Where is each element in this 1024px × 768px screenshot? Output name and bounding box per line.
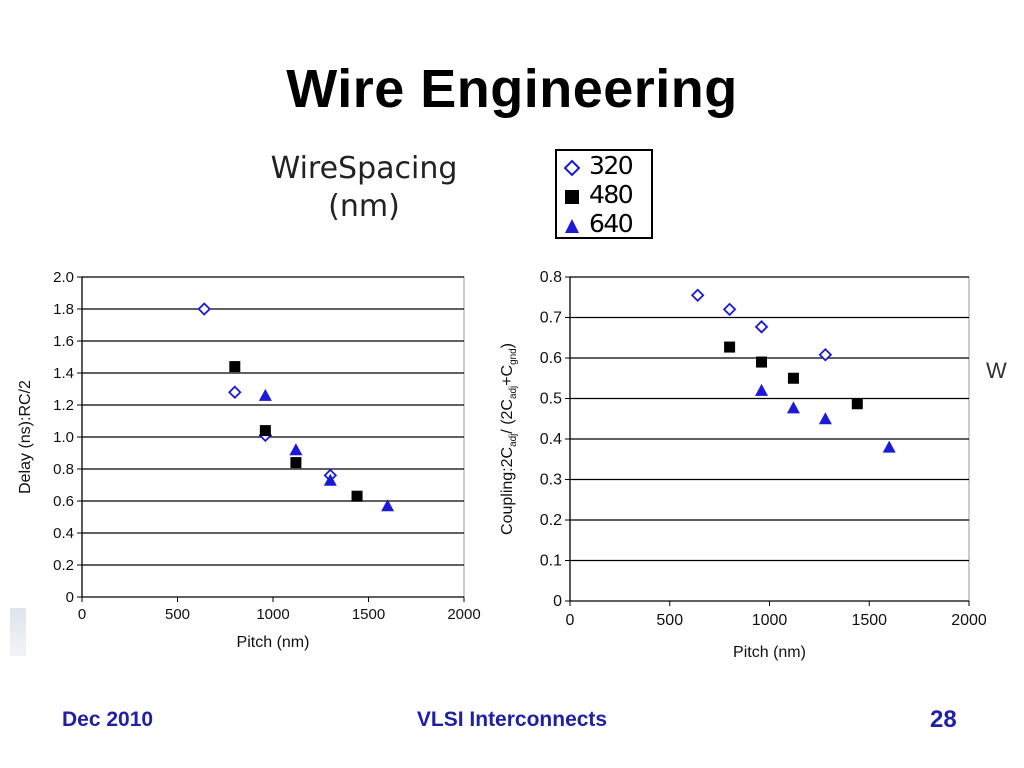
square-marker-icon [565,190,579,204]
data-point-square [756,356,768,368]
data-point-diamond [197,302,212,316]
legend-label-480: 480 [589,180,634,209]
footer-date: Dec 2010 [62,708,154,731]
legend-item-320: 320 [563,151,653,181]
x-tick-label: 2000 [951,612,987,629]
y-tick-label: 0.1 [540,553,562,570]
data-point-diamond [818,347,833,362]
data-point-diamond [228,385,242,399]
data-point-triangle [258,388,272,401]
y-tick-label: 0.6 [53,493,74,510]
data-point-triangle [289,443,303,456]
y-tick-label: 1.8 [53,301,74,318]
legend-item-640: 640 [563,209,653,239]
data-point-diamond [754,320,769,334]
footer-page-number: 28 [930,706,957,733]
data-point-square [351,490,363,502]
data-point-square [724,341,736,353]
x-tick-label: 1000 [256,606,289,623]
y-tick-label: 0.5 [540,391,562,408]
x-tick-label: 1000 [752,612,788,629]
x-tick-label: 500 [165,606,190,623]
y-tick-label: 0.8 [540,269,562,286]
data-point-triangle [786,401,800,414]
y-tick-label: 0 [553,593,562,610]
data-point-square [851,398,863,410]
y-tick-label: 0.3 [540,472,562,489]
data-point-triangle [323,473,337,486]
x-tick-label: 500 [656,612,683,629]
y-tick-label: 0.4 [540,431,562,448]
data-point-square [259,425,271,437]
y-tick-label: 0.2 [540,512,562,529]
y-tick-label: 1.4 [53,365,74,382]
y-axis-label: Coupling:2Cadj/ (2Cadj+Cgnd) [499,343,519,535]
slide-title: Wire Engineering [286,59,738,119]
legend-title-line2: (nm) [328,189,400,224]
data-point-square [290,457,302,469]
x-tick-label: 1500 [352,606,385,623]
y-tick-label: 1.0 [53,429,74,446]
data-point-triangle [755,383,769,396]
y-tick-label: 0 [66,589,74,606]
y-tick-label: 0.4 [53,525,74,542]
y-tick-label: 0.2 [53,557,74,574]
y-tick-label: 0.8 [53,461,74,478]
data-point-diamond [722,302,737,317]
triangle-marker-icon [565,219,579,233]
legend-title: WireSpacing (nm) [248,150,480,226]
edge-text: W [986,358,1007,383]
legend-label-640: 640 [589,209,634,238]
data-point-square [229,361,241,373]
x-axis-label: Pitch (nm) [733,644,806,661]
y-tick-label: 2.0 [53,269,74,286]
legend-title-line1: WireSpacing [270,151,458,186]
data-point-triangle [882,440,896,453]
side-decoration [10,608,26,656]
legend-item-480: 480 [563,180,653,210]
y-tick-label: 0.6 [540,350,562,367]
x-tick-label: 0 [566,612,575,629]
data-point-square [787,372,799,384]
y-tick-label: 0.7 [540,310,562,327]
x-axis-label: Pitch (nm) [237,634,310,651]
y-tick-label: 1.2 [53,397,74,414]
x-tick-label: 0 [78,606,86,623]
legend-box: 320 480 640 [555,149,653,239]
data-point-triangle [818,412,832,425]
y-tick-label: 1.6 [53,333,74,350]
legend-label-320: 320 [589,151,634,180]
x-tick-label: 1500 [851,612,887,629]
diamond-open-marker-icon [563,159,581,177]
footer-course-title: VLSI Interconnects [416,708,608,731]
y-axis-label: Delay (ns):RC/2 [17,380,34,494]
data-point-diamond [690,288,705,302]
x-tick-label: 2000 [447,606,480,623]
data-point-triangle [381,499,395,512]
